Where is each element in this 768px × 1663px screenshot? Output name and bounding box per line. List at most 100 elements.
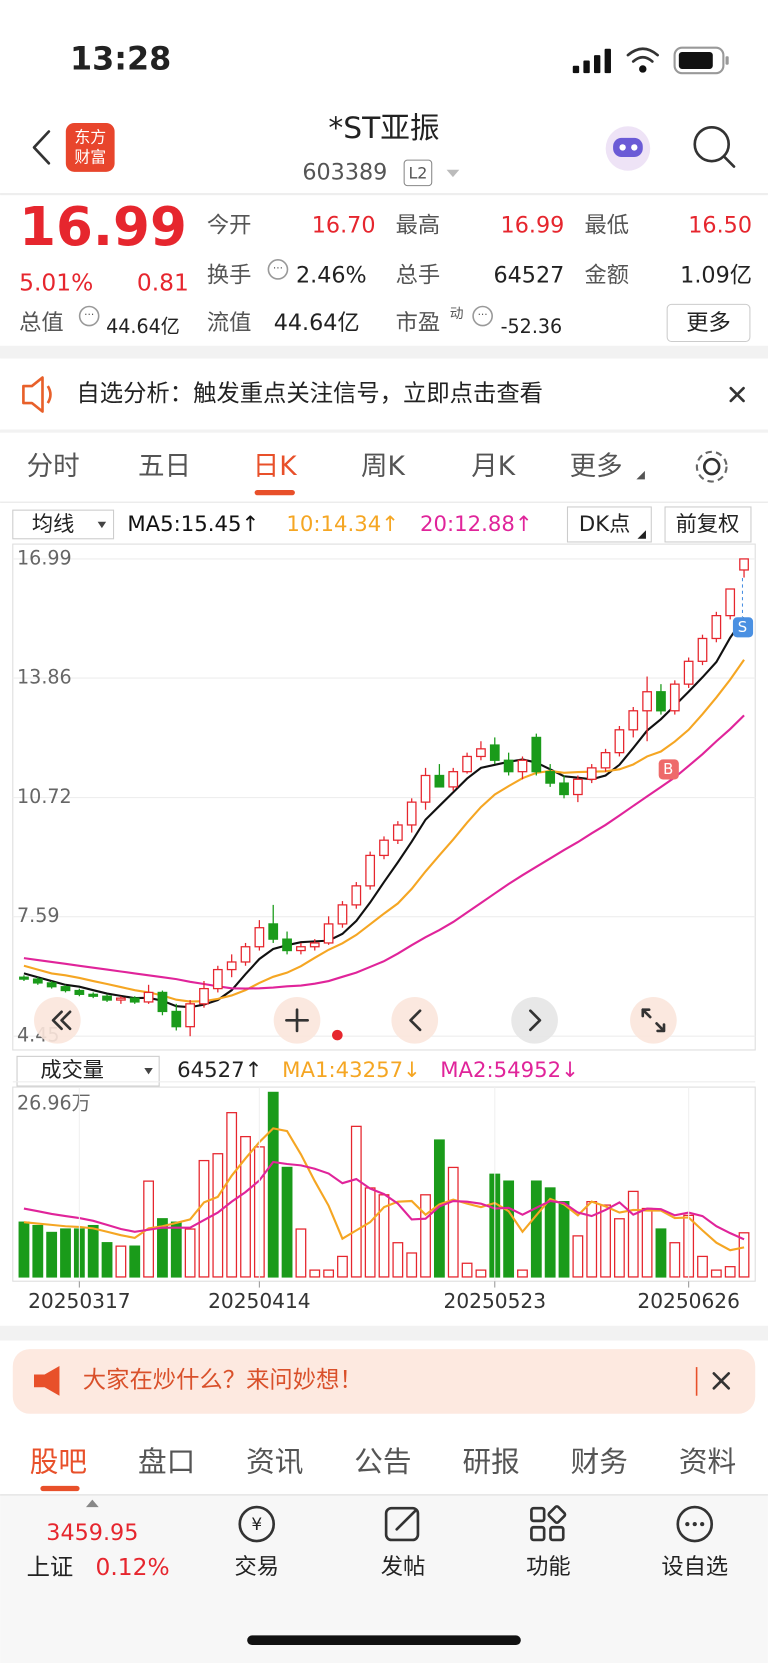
dropdown-arrow[interactable] <box>446 169 460 178</box>
candle-body <box>586 767 597 780</box>
promo-text: 大家在炒什么？来问妙想！ <box>83 1365 363 1393</box>
chart-tab[interactable]: 更多 <box>570 451 623 482</box>
app-logo: 东方 财富 <box>65 123 115 172</box>
volume-bar <box>184 1228 196 1278</box>
field-label: 市盈 <box>396 310 441 336</box>
info-icon[interactable]: ··· <box>472 305 493 327</box>
volume-bar <box>295 1228 307 1278</box>
settings-button[interactable] <box>695 450 728 483</box>
candle-body <box>379 839 389 857</box>
watchlist-button[interactable] <box>676 1505 714 1543</box>
legend-entry: MA5:15.45↑ <box>127 512 259 537</box>
legend-entry: 20:12.88↑ <box>420 512 533 537</box>
ma-line <box>23 1160 745 1241</box>
section-tab[interactable]: 资料 <box>679 1445 736 1479</box>
index-name: 上证 <box>27 1553 74 1581</box>
promo-close[interactable] <box>712 1372 731 1390</box>
candle-body <box>697 637 708 662</box>
promo-divider <box>695 1367 698 1396</box>
divider <box>0 1494 768 1496</box>
expand-arrow[interactable] <box>85 1499 99 1508</box>
info-icon[interactable]: ··· <box>267 259 289 280</box>
volume-bar <box>87 1224 99 1278</box>
info-icon[interactable]: ··· <box>78 305 100 327</box>
stock-name: *ST亚振 <box>328 111 439 146</box>
speaker-icon <box>22 376 52 413</box>
volume-bar <box>115 1245 127 1278</box>
section-tab[interactable]: 盘口 <box>138 1445 195 1479</box>
close-button[interactable] <box>729 386 745 403</box>
post-button[interactable] <box>384 1506 420 1542</box>
candle-body <box>669 683 680 712</box>
notice-text[interactable]: 自选分析：触发重点关注信号，立即点击查看 <box>76 379 543 407</box>
change-pct: 5.01% <box>19 269 93 297</box>
section-tab-active[interactable]: 股吧 <box>30 1445 87 1479</box>
chart-tab-active[interactable]: 日K <box>253 451 297 482</box>
y-tick-label: 26.96万 <box>17 1092 91 1115</box>
volume-bar <box>627 1190 639 1278</box>
candle-body <box>503 759 514 773</box>
volume-bar <box>558 1201 570 1278</box>
field-value: 16.70 <box>312 212 376 238</box>
chart-tab[interactable]: 分时 <box>27 451 80 482</box>
candle-body <box>462 755 472 773</box>
dk-button[interactable] <box>566 506 652 543</box>
candle-body <box>185 1003 196 1028</box>
section-tab[interactable]: 研报 <box>462 1445 519 1479</box>
chart-tab[interactable]: 月K <box>471 451 516 482</box>
badge-text: S <box>738 619 747 636</box>
chart-tab[interactable]: 周K <box>361 451 406 482</box>
more-button[interactable] <box>666 303 751 343</box>
back-button[interactable] <box>32 130 51 165</box>
section-tab[interactable]: 财务 <box>571 1445 628 1479</box>
volume-select[interactable] <box>16 1055 160 1087</box>
section-tab[interactable]: 公告 <box>354 1445 411 1479</box>
chart-tab[interactable]: 五日 <box>138 451 191 482</box>
promo-banner[interactable] <box>12 1349 756 1414</box>
section-tab[interactable]: 资讯 <box>246 1445 303 1479</box>
scroll-left-button[interactable] <box>34 996 81 1044</box>
candle-body <box>517 759 528 773</box>
logo-text: 财富 <box>74 148 106 167</box>
search-button[interactable] <box>693 125 736 168</box>
function-button[interactable] <box>530 1505 567 1542</box>
field-label: 总值 <box>19 310 64 336</box>
buy-badge[interactable] <box>658 759 679 780</box>
candle-body <box>226 961 237 971</box>
more-label: 更多 <box>686 310 731 336</box>
candle-body <box>212 968 223 990</box>
prev-button[interactable] <box>391 996 439 1044</box>
level-badge <box>403 159 433 187</box>
volume-bar <box>32 1224 44 1278</box>
legend-entry: MA2:54952↓ <box>440 1058 579 1083</box>
fullscreen-button[interactable] <box>630 996 677 1044</box>
candle-body <box>628 710 639 731</box>
volume-bar <box>364 1187 376 1278</box>
candle-body <box>739 558 749 571</box>
next-button[interactable] <box>511 996 558 1044</box>
volume-bar <box>669 1242 681 1278</box>
sell-badge[interactable] <box>732 617 754 638</box>
status-icons <box>572 46 729 75</box>
ma-select[interactable] <box>12 509 115 540</box>
section-gap <box>0 345 768 359</box>
action-label: 设自选 <box>661 1554 728 1580</box>
y-tick-label: 7.59 <box>17 904 59 927</box>
volume-bar <box>157 1218 168 1278</box>
volume-bar <box>267 1091 279 1278</box>
adjust-button[interactable] <box>664 506 752 543</box>
candle-body <box>614 729 625 754</box>
candle-body <box>572 778 583 796</box>
trade-button[interactable]: ¥ <box>238 1505 276 1543</box>
section-gap <box>0 1325 768 1341</box>
action-label: 功能 <box>526 1554 571 1580</box>
volume-bar <box>517 1269 528 1278</box>
svg-text:···: ··· <box>273 262 283 274</box>
candle-body <box>337 904 348 925</box>
assistant-button[interactable] <box>605 126 651 171</box>
volume-chart: 26.96万 20250317 20250414 20250523 20250626 <box>12 1081 756 1313</box>
volume-bar <box>240 1135 251 1278</box>
candle-body <box>448 771 459 788</box>
